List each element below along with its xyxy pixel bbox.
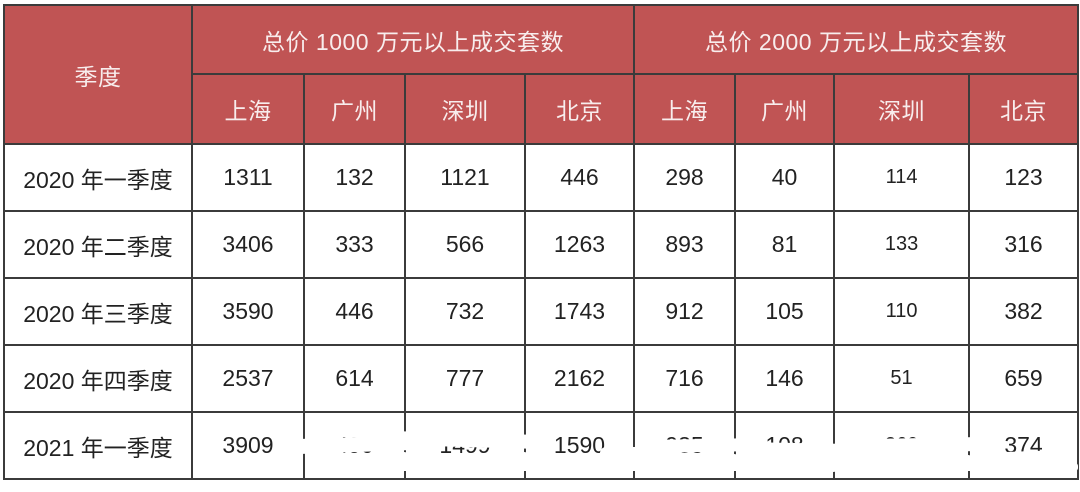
cell-value: 716: [633, 344, 737, 413]
erasure-mark: [747, 442, 844, 457]
cell-value: 114: [833, 143, 971, 212]
group-header-over-2000w: 总价 2000 万元以上成交套数: [633, 4, 1080, 75]
cell-value: 316: [968, 210, 1080, 279]
table-row: 2020 年一季度 1311 132 1121 446 298 40 114 1…: [3, 143, 1080, 212]
erasure-mark: [398, 452, 410, 470]
quarter-column-header: 季度: [3, 4, 193, 145]
cell-value: 2537: [191, 344, 305, 413]
cell-value: 110: [833, 277, 971, 346]
group-header-over-1000w: 总价 1000 万元以上成交套数: [190, 4, 636, 75]
cell-value: 81: [734, 210, 836, 279]
cell-value: 298: [633, 143, 737, 212]
row-quarter: 2020 年二季度: [3, 210, 193, 279]
row-quarter: 2020 年三季度: [3, 277, 193, 346]
cell-value: 1121: [404, 143, 526, 212]
cell-value: 1743: [523, 277, 636, 346]
cell-value: 446: [523, 143, 636, 212]
cell-value: 659: [968, 344, 1080, 413]
erasure-mark: [628, 455, 640, 471]
cell-value: 3590: [191, 277, 305, 346]
cell-value: 51: [833, 344, 971, 413]
cell-value: 3406: [191, 210, 305, 279]
cell-value: 893: [633, 210, 737, 279]
cell-value: 777: [404, 344, 526, 413]
cell-value: 446: [303, 277, 406, 346]
city-header-shanghai-1: 上海: [191, 73, 305, 145]
row-quarter: 2020 年四季度: [3, 344, 193, 413]
erasure-mark: [861, 436, 988, 454]
table-row: 2020 年四季度 2537 614 777 2162 716 146 51 6…: [3, 344, 1080, 413]
cell-value: 732: [404, 277, 526, 346]
city-header-guangzhou-1: 广州: [303, 73, 406, 145]
erasure-mark: [962, 455, 974, 471]
row-quarter: 2020 年一季度: [3, 143, 193, 212]
header-group-row: 季度 总价 1000 万元以上成交套数 总价 2000 万元以上成交套数: [3, 4, 1080, 145]
cell-value: 132: [303, 143, 406, 212]
cell-value: 105: [734, 277, 836, 346]
transactions-table: 季度 总价 1000 万元以上成交套数 总价 2000 万元以上成交套数 上海 …: [3, 4, 1080, 480]
table-row: 2020 年二季度 3406 333 566 1263 893 81 133 3…: [3, 210, 1080, 279]
cell-value: 146: [734, 344, 836, 413]
cell-value: 333: [303, 210, 406, 279]
erasure-mark: [644, 437, 761, 454]
cell-value: 1311: [191, 143, 305, 212]
cell-value: 912: [633, 277, 737, 346]
cell-value: 133: [833, 210, 971, 279]
city-header-guangzhou-2: 广州: [734, 73, 836, 145]
erasure-mark: [518, 452, 530, 468]
cell-value: 614: [303, 344, 406, 413]
cell-value: 566: [404, 210, 526, 279]
city-header-beijing-1: 北京: [523, 73, 636, 145]
erasure-mark: [827, 456, 839, 472]
cell-value: 40: [734, 143, 836, 212]
cell-value: 1263: [523, 210, 636, 279]
erasure-mark: [728, 454, 740, 470]
row-quarter: 2021 年一季度: [3, 411, 193, 480]
city-header-beijing-2: 北京: [968, 73, 1080, 145]
city-header-shanghai-2: 上海: [633, 73, 737, 145]
cell-value: 123: [968, 143, 1080, 212]
cell-value: 3909: [191, 411, 305, 480]
cell-value: 382: [968, 277, 1080, 346]
header-city-row: 上海 广州 深圳 北京 上海 广州 深圳 北京: [4, 73, 1080, 145]
city-header-shenzhen-1: 深圳: [404, 73, 526, 145]
table-row: 2020 年三季度 3590 446 732 1743 912 105 110 …: [3, 277, 1080, 346]
cell-value: 2162: [523, 344, 636, 413]
city-header-shenzhen-2: 深圳: [833, 73, 971, 145]
